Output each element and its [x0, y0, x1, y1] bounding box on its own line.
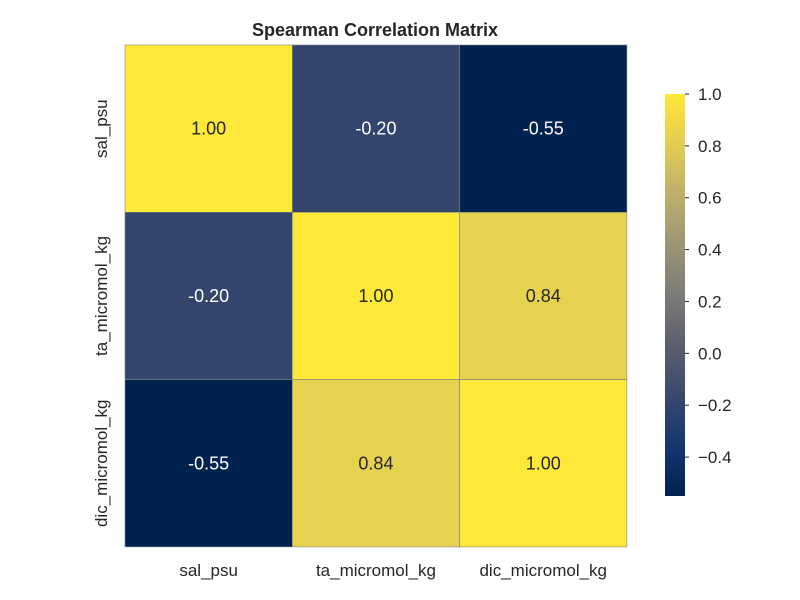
heatmap-cell — [459, 379, 628, 548]
x-tick-labels: sal_psu ta_micromol_kg dic_micromol_kg — [179, 561, 607, 580]
chart-title: Spearman Correlation Matrix — [252, 20, 498, 40]
heatmap-cell — [459, 44, 628, 213]
heatmap-cells: 1.00 -0.20 -0.55 -0.20 1.00 0.84 -0.55 0.84 1.00 — [124, 44, 628, 548]
colorbar-tick-label: 0.8 — [698, 137, 722, 156]
cell-value-label: 1.00 — [526, 453, 561, 473]
colorbar-gradient — [665, 94, 685, 496]
cell-value-label: -0.55 — [188, 453, 229, 473]
y-tick-label: dic_micromol_kg — [92, 399, 111, 527]
cell-value-label: -0.20 — [188, 286, 229, 306]
cell-value-label: 0.84 — [526, 286, 561, 306]
heatmap-cell — [291, 44, 460, 213]
x-tick-label: ta_micromol_kg — [316, 561, 436, 580]
x-tick-label: dic_micromol_kg — [479, 561, 607, 580]
x-tick-label: sal_psu — [179, 561, 238, 580]
colorbar-tick-label: 0.0 — [698, 344, 722, 363]
y-tick-label: sal_psu — [92, 99, 111, 158]
cell-value-label: -0.55 — [523, 119, 564, 139]
colorbar-tick-label: −0.4 — [698, 448, 732, 467]
colorbar-tick-label: −0.2 — [698, 396, 732, 415]
heatmap-cell — [459, 212, 628, 380]
heatmap-cell — [124, 44, 293, 213]
colorbar-tick-label: 0.6 — [698, 189, 722, 208]
heatmap-cell — [291, 379, 460, 548]
y-tick-label: ta_micromol_kg — [92, 236, 111, 356]
heatmap-cell — [124, 379, 293, 548]
cell-value-label: -0.20 — [355, 119, 396, 139]
heatmap-cell — [124, 212, 293, 380]
colorbar: 1.0 0.8 0.6 0.4 0.2 0.0 −0.2 −0.4 — [665, 85, 732, 496]
cell-value-label: 1.00 — [358, 286, 393, 306]
colorbar-tick-label: 1.0 — [698, 85, 722, 104]
colorbar-tick-label: 0.2 — [698, 292, 722, 311]
cell-value-label: 1.00 — [191, 119, 226, 139]
heatmap-cell — [291, 212, 460, 380]
colorbar-tick-label: 0.4 — [698, 241, 722, 260]
cell-value-label: 0.84 — [358, 453, 393, 473]
y-tick-labels: sal_psu ta_micromol_kg dic_micromol_kg — [92, 99, 111, 527]
